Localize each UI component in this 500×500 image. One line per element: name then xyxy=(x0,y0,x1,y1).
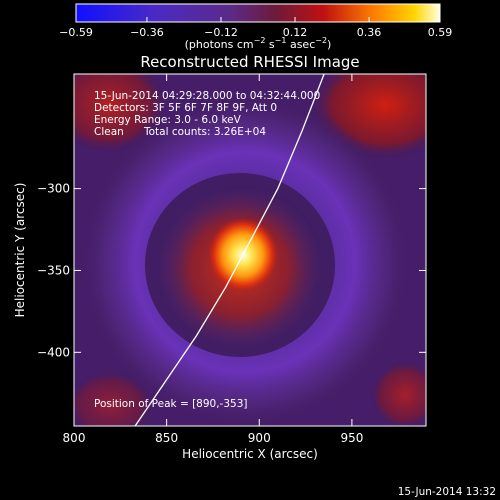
colorbar-tick-label: 0.59 xyxy=(428,26,453,39)
x-tick-label: 850 xyxy=(155,431,178,445)
heatmap-image xyxy=(74,74,426,426)
y-axis: −300 −350 −400 xyxy=(37,182,426,359)
chart-title: Reconstructed RHESSI Image xyxy=(140,53,359,71)
colorbar-unit-label: (photons cm−2 s−1 asec−2) xyxy=(185,36,332,51)
annotation-peak-position: Position of Peak = [890,-353] xyxy=(94,398,248,410)
footer-date: 15-Jun-2014 13:32 xyxy=(398,486,496,498)
y-tick-label: −350 xyxy=(37,263,70,277)
colorbar-ticks: −0.59 −0.36 −0.12 0.12 0.36 0.59 xyxy=(59,17,452,39)
colorbar xyxy=(76,4,440,22)
x-tick-label: 950 xyxy=(340,431,363,445)
x-tick-label: 900 xyxy=(248,431,271,445)
annotation-total-counts: Total counts: 3.26E+04 xyxy=(143,126,266,138)
y-axis-label: Heliocentric Y (arcsec) xyxy=(13,183,27,318)
y-tick-label: −300 xyxy=(37,182,70,196)
corner-source-bottom-right xyxy=(370,360,426,426)
x-axis: 800 850 900 950 xyxy=(63,74,363,445)
plot-frame xyxy=(73,73,427,427)
solar-limb-curve xyxy=(134,74,325,426)
colorbar-tick-label: −0.36 xyxy=(130,26,164,39)
colorbar-tick-label: −0.12 xyxy=(204,26,238,39)
y-tick-label: −400 xyxy=(37,345,70,359)
colorbar-tick-label: 0.12 xyxy=(283,26,308,39)
colorbar-tick-label: −0.59 xyxy=(59,26,93,39)
colorbar-tick-label: 0.36 xyxy=(357,26,382,39)
colorbar-frame xyxy=(75,3,441,23)
annotation-time-range: 15-Jun-2014 04:29:28.000 to 04:32:44.000 xyxy=(94,90,320,102)
x-axis-label: Heliocentric X (arcsec) xyxy=(182,447,318,461)
annotation-energy-range: Energy Range: 3.0 - 6.0 keV xyxy=(94,114,242,126)
annotation-detectors: Detectors: 3F 5F 6F 7F 8F 9F, Att 0 xyxy=(94,102,277,114)
x-tick-label: 800 xyxy=(63,431,86,445)
annotation-clean: Clean xyxy=(94,126,124,138)
